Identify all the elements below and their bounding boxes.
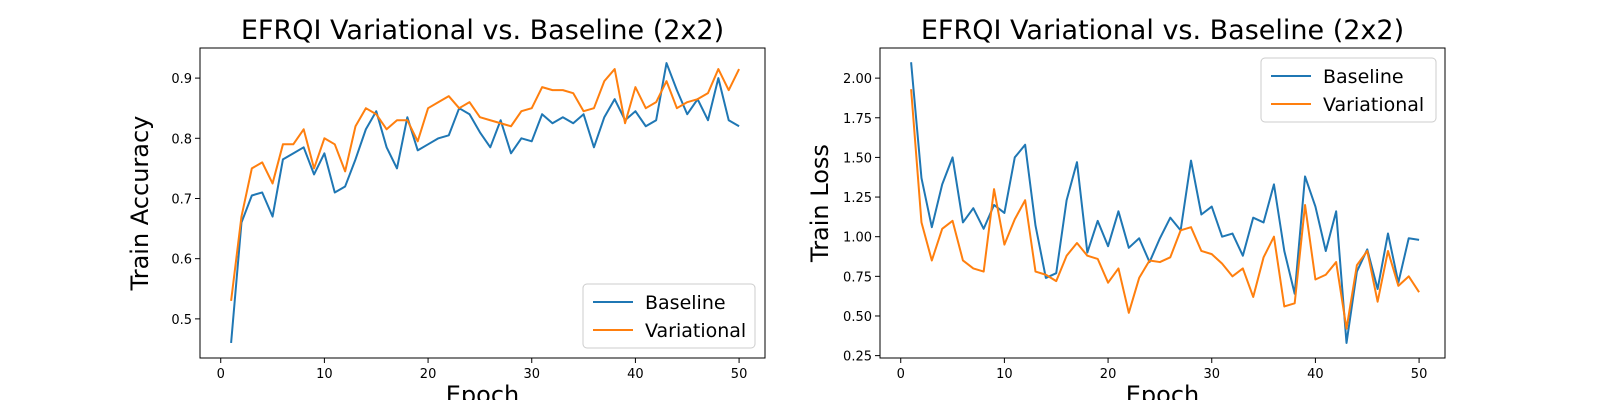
chart-title: EFRQI Variational vs. Baseline (2x2) xyxy=(921,15,1404,46)
x-tick-label: 50 xyxy=(1411,367,1428,382)
x-tick-label: 50 xyxy=(731,367,748,382)
x-tick-label: 20 xyxy=(420,367,437,382)
chart-title: EFRQI Variational vs. Baseline (2x2) xyxy=(241,15,724,46)
y-tick-label: 0.9 xyxy=(171,72,192,87)
legend-label: Variational xyxy=(645,320,746,342)
y-tick-label: 1.50 xyxy=(843,151,872,166)
y-tick-label: 1.25 xyxy=(843,191,872,206)
x-tick-label: 30 xyxy=(523,367,540,382)
x-tick-label: 40 xyxy=(1307,367,1324,382)
legend-label: Baseline xyxy=(645,292,726,314)
x-tick-label: 20 xyxy=(1100,367,1117,382)
y-tick-label: 0.75 xyxy=(843,270,872,285)
y-axis-label: Train Accuracy xyxy=(126,116,154,292)
y-tick-label: 2.00 xyxy=(843,72,872,87)
y-tick-label: 1.00 xyxy=(843,231,872,246)
x-tick-label: 40 xyxy=(627,367,644,382)
series-line-baseline xyxy=(230,62,740,344)
y-tick-label: 0.25 xyxy=(843,350,872,365)
loss-chart-panel: EFRQI Variational vs. Baseline (2x2) 0 10 2… xyxy=(806,15,1446,400)
y-tick-label: 1.75 xyxy=(843,112,872,127)
x-axis-label: Epoch xyxy=(1126,381,1200,400)
accuracy-chart-panel: EFRQI Variational vs. Baseline (2x2) 0 10 2… xyxy=(126,15,766,400)
y-axis-label: Train Loss xyxy=(806,144,834,263)
plot-frame xyxy=(199,47,766,359)
legend-label: Baseline xyxy=(1323,66,1404,88)
legend-box xyxy=(1260,57,1437,123)
y-tick-label: 0.7 xyxy=(171,192,192,207)
legend-box xyxy=(582,283,756,349)
x-tick-label: 30 xyxy=(1203,367,1220,382)
series-line-variational xyxy=(910,89,1420,330)
chart-legend: Baseline Variational xyxy=(582,283,756,349)
x-axis-label: Epoch xyxy=(446,381,520,400)
chart-legend: Baseline Variational xyxy=(1260,57,1437,123)
y-tick-label: 0.8 xyxy=(171,132,192,147)
y-tick-label: 0.5 xyxy=(171,313,192,328)
x-tick-label: 10 xyxy=(996,367,1013,382)
x-tick-label: 0 xyxy=(897,367,905,382)
plot-frame xyxy=(879,47,1446,359)
y-tick-label: 0.6 xyxy=(171,253,192,268)
legend-label: Variational xyxy=(1323,94,1424,116)
series-line-variational xyxy=(230,68,740,301)
y-tick-label: 0.50 xyxy=(843,310,872,325)
x-tick-label: 10 xyxy=(316,367,333,382)
series-line-baseline xyxy=(910,62,1420,344)
x-tick-label: 0 xyxy=(217,367,225,382)
